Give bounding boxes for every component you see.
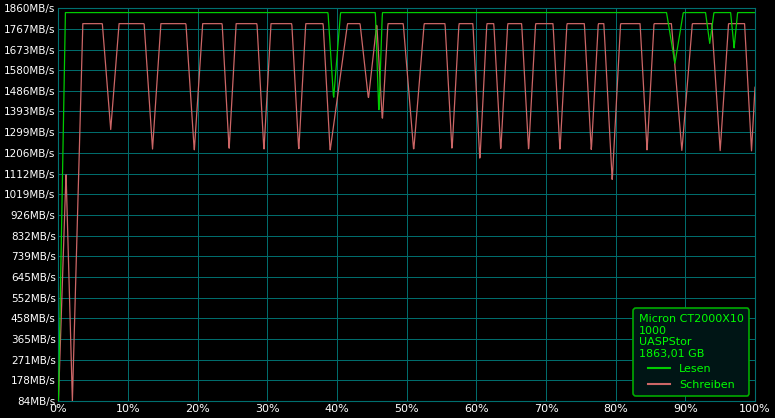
- Legend: Lesen, Schreiben: Lesen, Schreiben: [633, 308, 749, 395]
